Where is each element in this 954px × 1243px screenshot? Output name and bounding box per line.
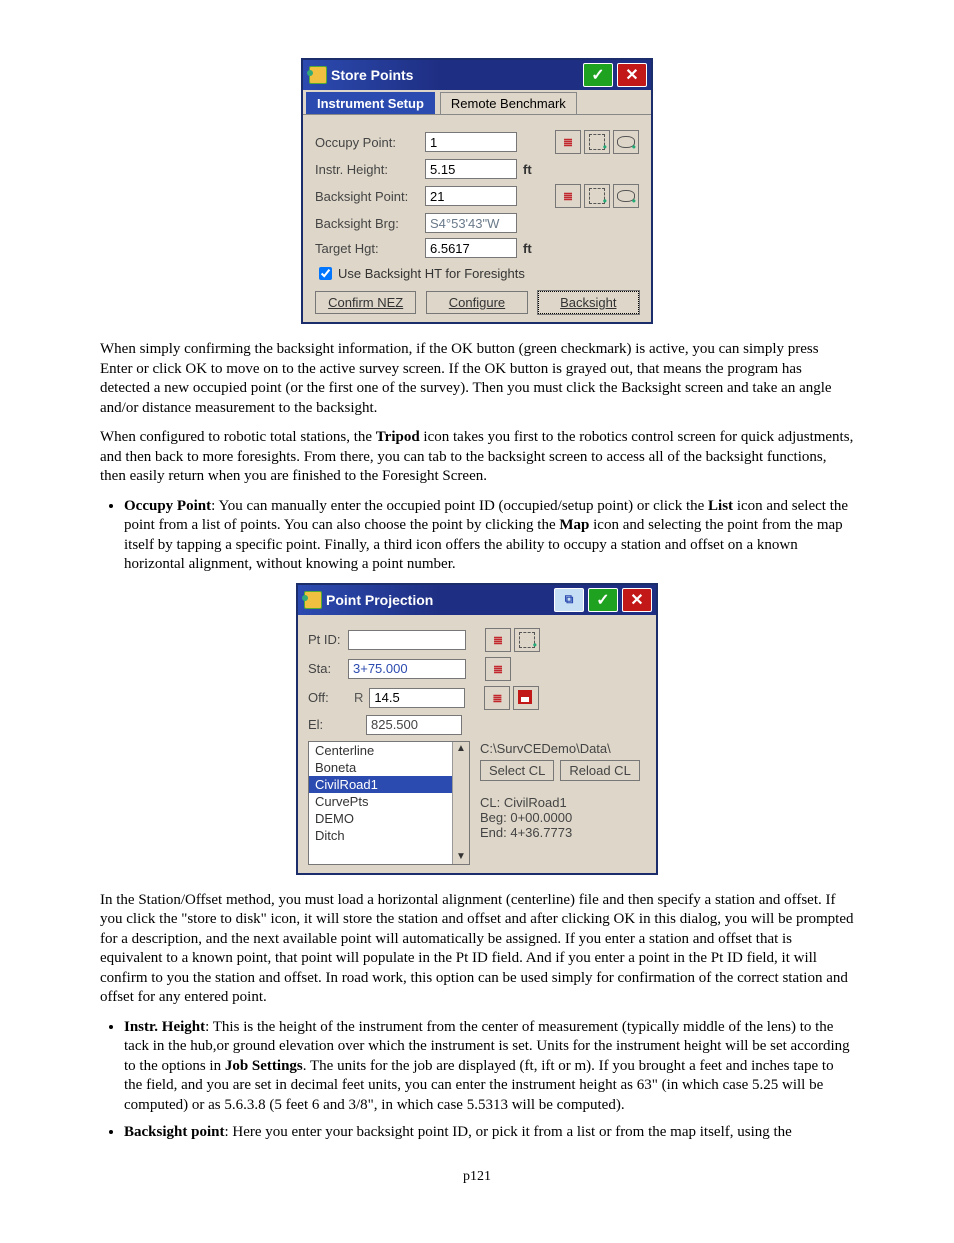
instr-height-unit: ft [523,162,532,177]
app-icon [304,591,322,609]
point-projection-body: Pt ID: Sta: Off: R El: [298,615,656,873]
backsight-button[interactable]: Backsight [538,291,639,314]
select-cl-button[interactable]: Select CL [480,760,554,781]
cancel-button[interactable]: ✕ [617,63,647,87]
list-item[interactable]: Centerline [309,742,452,759]
sta-input[interactable] [348,659,466,679]
store-points-title: Store Points [331,67,579,83]
use-bs-ht-checkbox[interactable] [319,267,332,280]
backsight-point-input[interactable] [425,186,517,206]
list-icon[interactable] [555,130,581,154]
scroll-up-icon[interactable]: ▲ [456,742,466,756]
list-item[interactable]: CurvePts [309,793,452,810]
off-input[interactable] [369,688,465,708]
ok-button[interactable]: ✓ [583,63,613,87]
map-icon[interactable] [584,184,610,208]
store-points-dialog: Store Points ✓ ✕ Instrument Setup Remote… [301,58,653,324]
list-item[interactable]: DEMO [309,810,452,827]
cl-info: CL: CivilRoad1 [480,795,646,810]
paragraph-1: When simply confirming the backsight inf… [100,340,854,418]
confirm-nez-button[interactable]: Confirm NEZ [315,291,416,314]
point-projection-dialog: Point Projection ⧉ ✓ ✕ Pt ID: Sta: Off: … [296,583,658,875]
cancel-button[interactable]: ✕ [622,588,652,612]
map-icon[interactable] [584,130,610,154]
target-hgt-input[interactable] [425,238,517,258]
centerline-listbox[interactable]: Centerline Boneta CivilRoad1 CurvePts DE… [308,741,470,865]
backsight-brg-label: Backsight Brg: [315,216,425,231]
bullet-backsight-point: Backsight point: Here you enter your bac… [124,1123,854,1143]
page-number: p121 [100,1169,854,1185]
bullet-instr-height: Instr. Height: This is the height of the… [124,1018,854,1116]
point-projection-titlebar: Point Projection ⧉ ✓ ✕ [298,585,656,615]
backsight-point-label: Backsight Point: [315,189,425,204]
target-hgt-label: Target Hgt: [315,241,425,256]
backsight-brg-field [425,213,517,233]
store-points-body: Occupy Point: Instr. Height: ft Backsigh… [303,114,651,322]
list-item[interactable]: Boneta [309,759,452,776]
store-to-disk-icon[interactable] [513,686,539,710]
station-offset-icon[interactable] [613,130,639,154]
paragraph-3: In the Station/Offset method, you must l… [100,891,854,1008]
el-label: El: [308,717,348,732]
instr-height-label: Instr. Height: [315,162,425,177]
list-item[interactable]: Ditch [309,827,452,844]
path-text: C:\SurvCEDemo\Data\ [480,741,646,756]
scroll-down-icon[interactable]: ▼ [456,850,466,864]
sta-label: Sta: [308,661,348,676]
paragraph-2: When configured to robotic total station… [100,428,854,487]
ptid-input[interactable] [348,630,466,650]
ptid-label: Pt ID: [308,632,348,647]
list-item[interactable]: CivilRoad1 [309,776,452,793]
list-icon[interactable] [484,686,510,710]
instr-height-input[interactable] [425,159,517,179]
tabs: Instrument Setup Remote Benchmark [303,90,651,114]
configure-button[interactable]: Configure [426,291,527,314]
off-side: R [354,690,363,705]
off-label: Off: [308,690,348,705]
tab-remote-benchmark[interactable]: Remote Benchmark [440,92,577,114]
store-points-titlebar: Store Points ✓ ✕ [303,60,651,90]
occupy-point-label: Occupy Point: [315,135,425,150]
occupy-point-input[interactable] [425,132,517,152]
bullet-occupy-point: Occupy Point: You can manually enter the… [124,497,854,575]
el-field [366,715,462,735]
scrollbar[interactable]: ▲ ▼ [452,742,469,864]
map-icon[interactable] [514,628,540,652]
list-icon[interactable] [555,184,581,208]
reload-cl-button[interactable]: Reload CL [560,760,639,781]
tab-instrument-setup[interactable]: Instrument Setup [306,92,435,114]
station-offset-icon[interactable] [613,184,639,208]
target-hgt-unit: ft [523,241,532,256]
use-bs-ht-label: Use Backsight HT for Foresights [338,266,525,281]
settings-button[interactable]: ⧉ [554,588,584,612]
list-icon[interactable] [485,657,511,681]
beg-info: Beg: 0+00.0000 [480,810,646,825]
point-projection-title: Point Projection [326,592,550,608]
app-icon [309,66,327,84]
ok-button[interactable]: ✓ [588,588,618,612]
end-info: End: 4+36.7773 [480,825,646,840]
list-icon[interactable] [485,628,511,652]
